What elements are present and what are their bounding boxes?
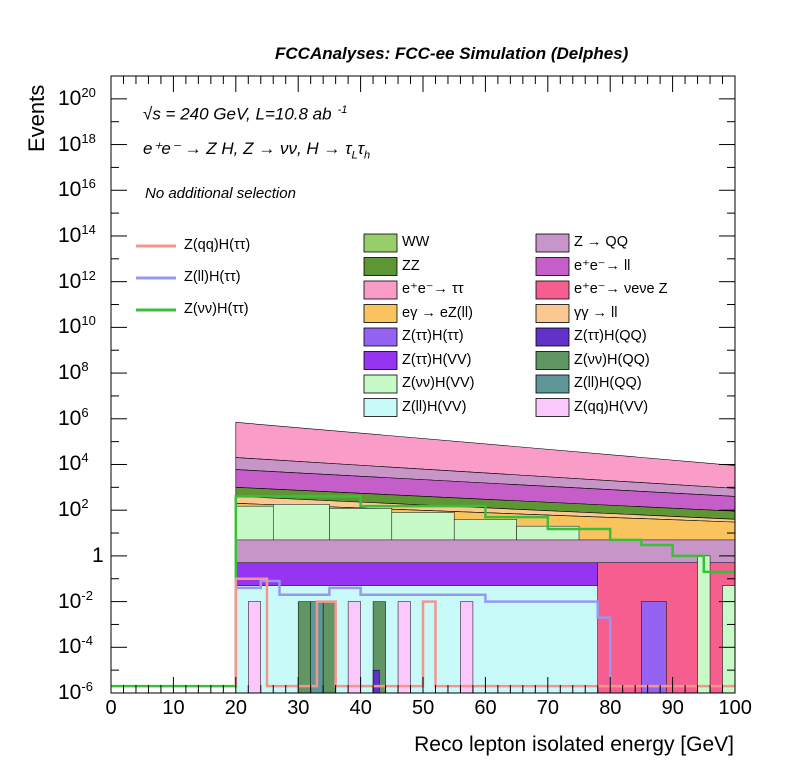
hist-bin xyxy=(397,601,411,694)
hist-bin xyxy=(697,555,711,694)
legend-swatch xyxy=(535,398,570,417)
legend-label: WW xyxy=(402,234,430,250)
legend-label: Z → QQ xyxy=(574,234,628,250)
x-tick-label: 10 xyxy=(162,697,185,719)
x-tick-label: 70 xyxy=(536,697,560,719)
legend-label: Z(ll)H(QQ) xyxy=(574,375,642,391)
x-tick-label: 20 xyxy=(224,697,248,719)
x-tick-label: 50 xyxy=(412,697,435,719)
y-tick-label: 104 xyxy=(58,450,89,476)
y-tick-label: 1010 xyxy=(58,313,96,339)
legend-signal-label: Z(νν)H(ττ) xyxy=(184,301,249,317)
legend-label: Z(ττ)H(QQ) xyxy=(574,328,647,344)
x-tick-label: 0 xyxy=(105,697,117,719)
legend-swatch xyxy=(363,280,398,300)
legend-label: eγ → eZ(ll) xyxy=(402,304,473,321)
signal-line-nunu xyxy=(111,495,735,688)
legend-swatch xyxy=(535,374,570,394)
legend-signal-label: Z(ll)H(ττ) xyxy=(184,269,241,285)
legend-swatch xyxy=(363,257,398,276)
hist-bin xyxy=(641,601,667,694)
legend-swatch xyxy=(535,257,570,276)
axis-ticks xyxy=(110,76,736,694)
hist-bin xyxy=(235,585,598,694)
legend-swatch xyxy=(363,398,398,417)
x-tick-label: 100 xyxy=(718,697,752,719)
energy-lumi-label: √s = 240 GeV, L=10.8 ab -1 xyxy=(143,104,348,124)
legend-swatch xyxy=(363,374,398,394)
plot-header: FCCAnalyses: FCC-ee Simulation (Delphes) xyxy=(275,44,629,63)
y-tick-label: 1012 xyxy=(58,267,96,293)
legend-swatch xyxy=(535,233,570,253)
x-tick-label: 40 xyxy=(349,697,372,719)
legend-swatch xyxy=(535,351,570,370)
legend-swatch xyxy=(363,327,398,347)
legend-label: e⁺e⁻→ ττ xyxy=(402,281,464,297)
process-label: e⁺e⁻ → Z H, Z → νν, H → τLτh xyxy=(143,139,371,162)
histogram-bins xyxy=(235,504,736,694)
y-axis-title: Events xyxy=(24,84,49,152)
hist-bin xyxy=(248,601,262,694)
hist-bin xyxy=(297,601,311,694)
selection-label: No additional selection xyxy=(145,185,296,202)
y-tick-label: 102 xyxy=(58,496,89,522)
y-tick-label: 1020 xyxy=(58,84,96,110)
y-tick-label: 1018 xyxy=(58,130,96,156)
legend-label: e⁺e⁻→ ll xyxy=(574,257,631,274)
signal-line-ll xyxy=(234,579,612,687)
legend-swatch xyxy=(363,304,398,323)
x-tick-label: 30 xyxy=(287,697,310,719)
y-tick-label: 1016 xyxy=(58,176,96,202)
legend-label: Z(qq)H(VV) xyxy=(574,398,649,415)
signal-line-qq xyxy=(234,577,735,688)
hist-bin xyxy=(347,601,361,694)
x-tick-label: 90 xyxy=(661,697,684,719)
legend-label: ZZ xyxy=(402,257,420,274)
legend-label: Z(νν)H(QQ) xyxy=(574,351,650,368)
legend-label: Z(ll)H(VV) xyxy=(402,398,467,415)
y-tick-label: 108 xyxy=(58,359,89,385)
legend-swatch xyxy=(535,280,570,300)
legend-swatch xyxy=(535,304,570,323)
legend-signal-label: Z(qq)H(ττ) xyxy=(184,237,251,253)
legend-swatch xyxy=(363,351,398,370)
y-tick-label: 106 xyxy=(58,404,89,430)
y-tick-label: 10-4 xyxy=(58,633,93,659)
y-tick-label: 1 xyxy=(92,543,104,567)
legend-label: Z(νν)H(VV) xyxy=(402,375,475,391)
hist-bin xyxy=(372,669,380,694)
x-tick-label: 60 xyxy=(474,697,497,719)
x-tick-label: 80 xyxy=(599,697,622,719)
legend-label: e⁺e⁻→ νeνe Z xyxy=(574,281,668,297)
legend-swatch xyxy=(535,327,570,347)
y-tick-label: 10-2 xyxy=(58,587,93,613)
x-axis-title: Reco lepton isolated energy [GeV] xyxy=(414,733,734,756)
y-tick-label: 10-6 xyxy=(58,679,93,704)
legend-label: γγ → ll xyxy=(574,304,618,321)
signal-lines xyxy=(111,495,735,688)
legend-label: Z(ττ)H(VV) xyxy=(402,351,472,368)
hist-bin xyxy=(322,601,336,694)
legend-swatches xyxy=(136,233,570,417)
y-tick-label: 1014 xyxy=(58,221,96,247)
legend-label: Z(ττ)H(ττ) xyxy=(402,328,464,344)
legend-swatch xyxy=(363,233,398,253)
hist-bin xyxy=(460,601,474,694)
